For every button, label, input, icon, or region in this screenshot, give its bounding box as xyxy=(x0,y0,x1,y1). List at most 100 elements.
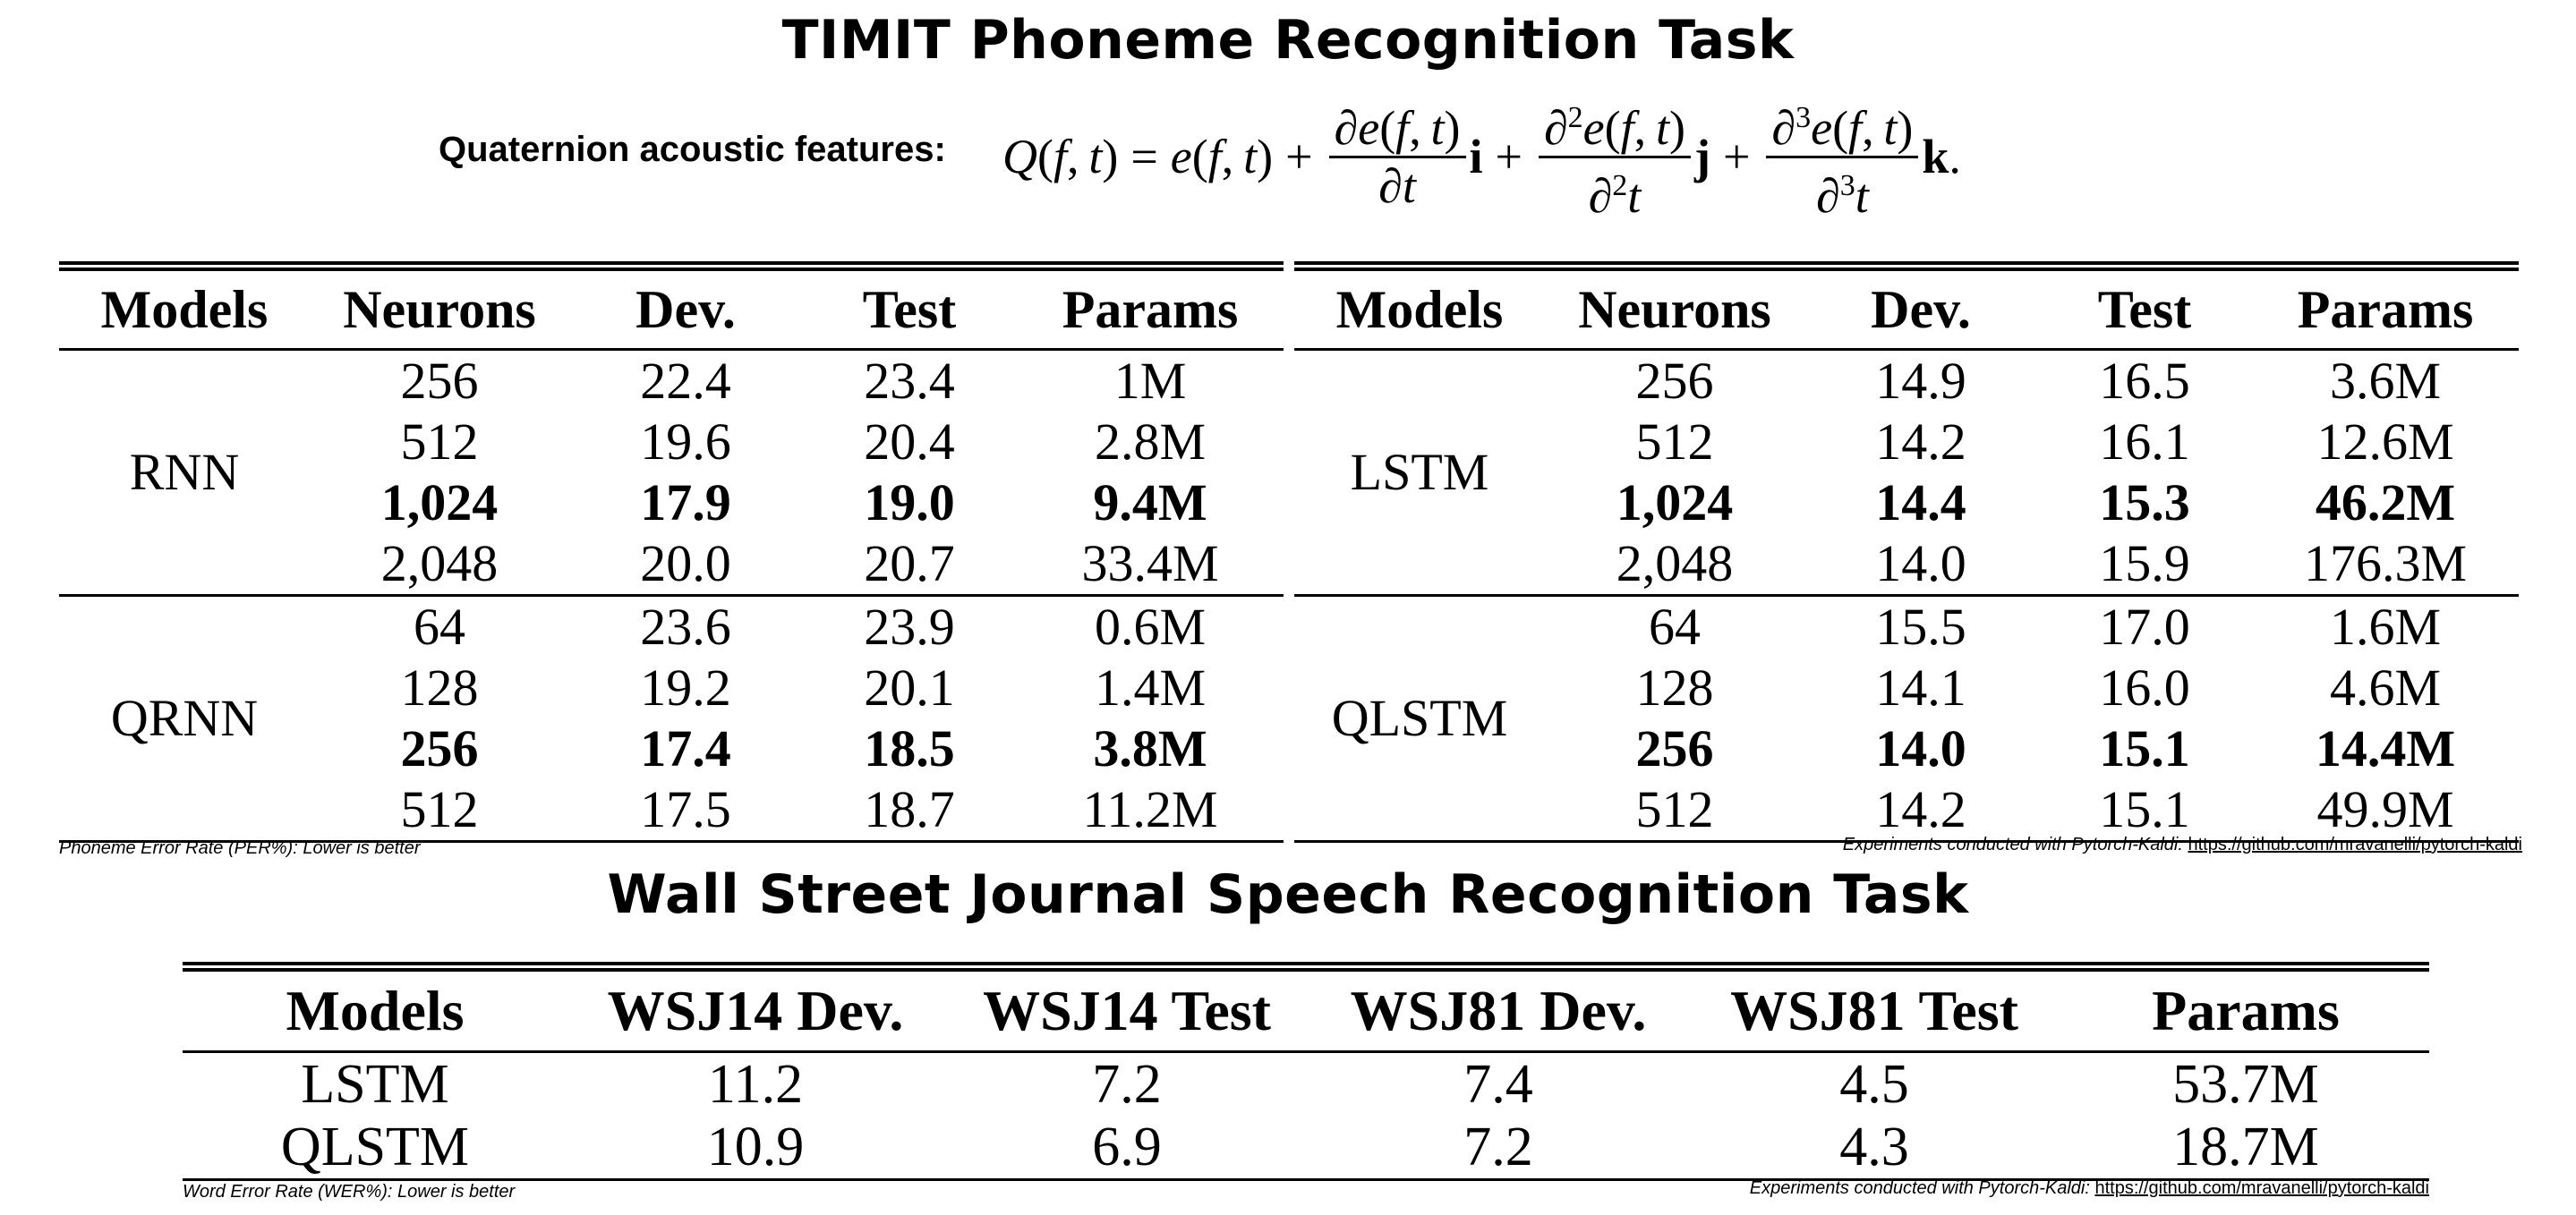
neurons-cell: 1,024 xyxy=(1616,473,1734,531)
credit-text: Experiments conducted with Pytorch-Kaldi… xyxy=(1842,835,2183,854)
col-header-wsj81-test: WSJ81 Test xyxy=(1730,979,2018,1042)
dev-cell: 15.5 xyxy=(1875,598,1966,656)
wsj81-test-cell: 4.3 xyxy=(1839,1117,1909,1177)
params-cell: 0.6M xyxy=(1094,598,1207,656)
neurons-cell: 64 xyxy=(1649,598,1701,656)
timit-metric-note: Phoneme Error Rate (PER%): Lower is bett… xyxy=(59,838,421,858)
params-cell: 1.4M xyxy=(1094,658,1207,717)
model-name: QLSTM xyxy=(280,1117,470,1177)
test-cell: 15.1 xyxy=(2099,719,2190,777)
model-name: LSTM xyxy=(301,1054,449,1115)
test-cell: 20.1 xyxy=(864,658,955,717)
params-cell: 46.2M xyxy=(2315,473,2456,531)
col-header-neurons: Neurons xyxy=(1578,279,1771,339)
neurons-cell: 64 xyxy=(414,598,465,656)
neurons-cell: 512 xyxy=(400,780,479,838)
params-cell: 9.4M xyxy=(1093,473,1207,531)
model-name: QRNN xyxy=(110,689,259,747)
params-cell: 18.7M xyxy=(2172,1117,2319,1177)
test-cell: 20.4 xyxy=(864,412,955,471)
col-header-params: Params xyxy=(2152,979,2340,1042)
wsj-credit-note: Experiments conducted with Pytorch-Kaldi… xyxy=(1750,1178,2429,1199)
params-cell: 33.4M xyxy=(1081,534,1219,592)
dev-cell: 17.4 xyxy=(640,719,731,777)
col-header-dev: Dev. xyxy=(635,279,736,339)
dev-cell: 14.4 xyxy=(1875,473,1966,531)
neurons-cell: 256 xyxy=(1635,719,1714,777)
model-name: RNN xyxy=(129,443,240,501)
wsj-table: Models WSJ14 Dev. WSJ14 Test WSJ81 Dev. … xyxy=(183,962,2429,1181)
dev-cell: 23.6 xyxy=(640,598,731,656)
table-row: LSTM 11.2 7.2 7.4 4.5 53.7M xyxy=(183,1052,2429,1117)
params-cell: 3.6M xyxy=(2329,352,2442,410)
neurons-cell: 1,024 xyxy=(380,473,499,531)
col-header-test: Test xyxy=(2097,279,2192,339)
col-header-test: Test xyxy=(862,279,957,339)
pytorch-kaldi-link[interactable]: https://github.com/mravanelli/pytorch-ka… xyxy=(2188,835,2523,854)
test-cell: 15.3 xyxy=(2099,473,2190,531)
col-header-wsj81-dev: WSJ81 Dev. xyxy=(1350,979,1647,1042)
params-cell: 11.2M xyxy=(1082,780,1218,838)
timit-credit-note: Experiments conducted with Pytorch-Kaldi… xyxy=(1843,835,2522,855)
table-row-best: 1,024 17.9 19.0 9.4M xyxy=(59,472,1284,533)
wsj81-dev-cell: 7.4 xyxy=(1463,1054,1533,1115)
test-cell: 17.0 xyxy=(2099,598,2190,656)
test-cell: 23.4 xyxy=(864,352,955,410)
wsj14-dev-cell: 10.9 xyxy=(706,1117,805,1177)
col-header-wsj14-dev: WSJ14 Dev. xyxy=(607,979,904,1042)
table-row-best: 256 14.0 15.1 14.4M xyxy=(1294,718,2519,779)
table-row: 2,048 20.0 20.7 33.4M xyxy=(59,533,1284,596)
neurons-cell: 256 xyxy=(400,719,479,777)
timit-right-table: Models Neurons Dev. Test Params LSTM 256… xyxy=(1294,261,2519,843)
table-row: QLSTM 64 15.5 17.0 1.6M xyxy=(1294,596,2519,747)
table-row: QLSTM 10.9 6.9 7.2 4.3 18.7M xyxy=(183,1116,2429,1180)
wsj81-test-cell: 4.5 xyxy=(1839,1054,1909,1115)
col-header-models: Models xyxy=(286,979,465,1042)
dev-cell: 22.4 xyxy=(640,352,731,410)
col-header-params: Params xyxy=(1062,279,1239,339)
params-cell: 14.4M xyxy=(2315,719,2456,777)
params-cell: 2.8M xyxy=(1094,412,1207,471)
test-cell: 16.1 xyxy=(2099,412,2190,471)
dev-cell: 17.5 xyxy=(640,780,731,838)
timit-title: TIMIT Phoneme Recognition Task xyxy=(781,9,1795,72)
params-cell: 1.6M xyxy=(2329,598,2442,656)
test-cell: 15.1 xyxy=(2099,780,2190,838)
dev-cell: 20.0 xyxy=(640,534,731,592)
params-cell: 53.7M xyxy=(2172,1054,2319,1115)
dev-cell: 19.6 xyxy=(640,412,731,471)
dev-cell: 14.0 xyxy=(1875,719,1966,777)
dev-cell: 19.2 xyxy=(640,658,731,717)
dev-cell: 14.1 xyxy=(1875,658,1966,717)
dev-cell: 14.9 xyxy=(1875,352,1966,410)
timit-left-table: Models Neurons Dev. Test Params RNN 256 … xyxy=(59,261,1284,843)
wsj14-dev-cell: 11.2 xyxy=(707,1054,804,1115)
table-header-row: Models Neurons Dev. Test Params xyxy=(59,266,1284,350)
params-cell: 12.6M xyxy=(2316,412,2454,471)
model-name: QLSTM xyxy=(1331,689,1508,747)
test-cell: 15.9 xyxy=(2099,534,2190,592)
wsj14-test-cell: 7.2 xyxy=(1092,1054,1162,1115)
table-row: 512 14.2 15.1 49.9M xyxy=(1294,779,2519,842)
col-header-neurons: Neurons xyxy=(343,279,536,339)
table-row: LSTM 256 14.9 16.5 3.6M xyxy=(1294,350,2519,501)
params-cell: 1M xyxy=(1113,352,1187,410)
test-cell: 23.9 xyxy=(864,598,955,656)
model-name: LSTM xyxy=(1350,443,1489,501)
params-cell: 4.6M xyxy=(2329,658,2442,717)
table-row: 128 14.1 16.0 4.6M xyxy=(1294,658,2519,718)
neurons-cell: 128 xyxy=(400,658,479,717)
table-row: RNN 256 22.4 23.4 1M xyxy=(59,350,1284,501)
neurons-cell: 512 xyxy=(1635,780,1714,838)
neurons-cell: 512 xyxy=(400,412,479,471)
table-row-best: 1,024 14.4 15.3 46.2M xyxy=(1294,472,2519,533)
wsj81-dev-cell: 7.2 xyxy=(1463,1117,1533,1177)
quaternion-formula: Q(f, t) = e(f, t) + ∂e(f, t) ∂t i + ∂2e(f,… xyxy=(1002,98,1961,222)
neurons-cell: 512 xyxy=(1635,412,1714,471)
col-header-wsj14-test: WSJ14 Test xyxy=(983,979,1271,1042)
test-cell: 18.5 xyxy=(864,719,955,777)
table-row: 2,048 14.0 15.9 176.3M xyxy=(1294,533,2519,596)
neurons-cell: 128 xyxy=(1635,658,1714,717)
col-header-models: Models xyxy=(1335,279,1504,339)
pytorch-kaldi-link[interactable]: https://github.com/mravanelli/pytorch-ka… xyxy=(2094,1178,2430,1198)
